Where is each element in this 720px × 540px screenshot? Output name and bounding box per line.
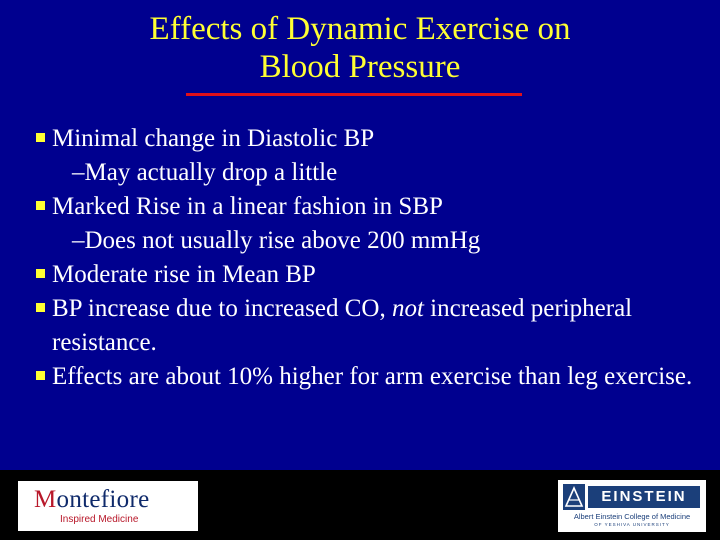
bullet-item: Marked Rise in a linear fashion in SBP [34,190,694,224]
square-bullet-icon [36,201,45,210]
bullet-text: Moderate rise in Mean BP [52,261,316,288]
einstein-logo: EINSTEIN Albert Einstein College of Medi… [558,480,706,532]
square-bullet-icon [36,303,45,312]
sub-bullet-item: –Does not usually rise above 200 mmHg [72,227,481,254]
sub-bullet-item: –May actually drop a little [72,159,338,186]
square-bullet-icon [36,371,45,380]
bullet-list: Minimal change in Diastolic BP –May actu… [34,122,694,394]
bullet-text-before: BP increase due to increased CO, [52,295,392,322]
einstein-wordmark: EINSTEIN [588,486,700,508]
bullet-item: Effects are about 10% higher for arm exe… [34,360,694,394]
bullet-text-after: increased peripheral resistance. [52,295,633,356]
einstein-subtitle-2: OF YESHIVA UNIVERSITY [594,522,670,527]
bullet-item: Minimal change in Diastolic BP [34,122,694,156]
square-bullet-icon [36,133,45,142]
einstein-subtitle: Albert Einstein College of Medicine [573,512,691,521]
bullet-text: Marked Rise in a linear fashion in SBP [52,193,443,220]
slide: Effects of Dynamic Exercise on Blood Pre… [0,0,720,470]
montefiore-wordmark: Montefiore [34,486,150,513]
slide-title: Effects of Dynamic Exercise on Blood Pre… [0,10,720,86]
title-line-2: Blood Pressure [259,49,461,85]
title-line-1: Effects of Dynamic Exercise on [149,11,571,47]
title-underline [186,93,522,96]
footer-bar: Montefiore Inspired Medicine EINSTEIN Al… [0,470,720,540]
einstein-emblem-icon [563,484,585,510]
bullet-item: Moderate rise in Mean BP [34,258,694,292]
bullet-text-emphasis: not [391,295,424,322]
bullet-item: BP increase due to increased CO, not inc… [34,292,694,360]
bullet-text: Minimal change in Diastolic BP [52,125,375,152]
bullet-text: Effects are about 10% higher for arm exe… [52,363,693,390]
montefiore-logo: Montefiore Inspired Medicine [18,481,198,531]
square-bullet-icon [36,269,45,278]
montefiore-tagline: Inspired Medicine [60,514,139,525]
